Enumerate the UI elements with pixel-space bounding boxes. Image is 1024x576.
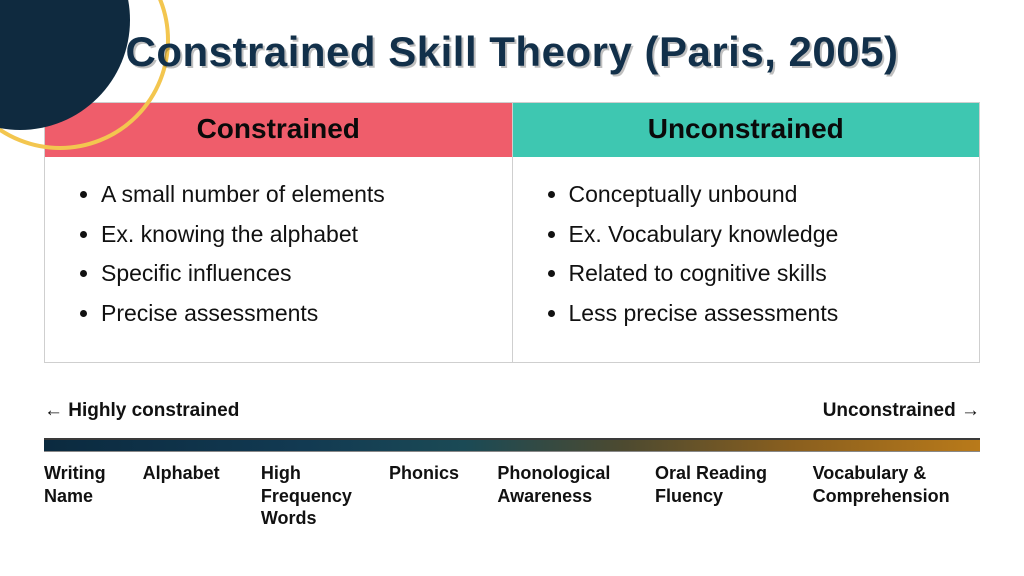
cell-unconstrained: Conceptually unbound Ex. Vocabulary know… <box>513 157 980 362</box>
list-item: Ex. Vocabulary knowledge <box>569 215 962 255</box>
spectrum-labels: ← Highly constrained Unconstrained → <box>44 400 980 422</box>
spectrum-left-label: ← Highly constrained <box>44 400 239 422</box>
list-item: A small number of elements <box>101 175 494 215</box>
list-item: Specific influences <box>101 254 494 294</box>
comparison-table: Constrained Unconstrained A small number… <box>44 102 980 363</box>
skill-label: High Frequency Words <box>261 462 389 530</box>
skill-label: Vocabulary & Comprehension <box>813 462 980 530</box>
skill-label: Alphabet <box>143 462 261 530</box>
header-unconstrained: Unconstrained <box>513 103 980 157</box>
spectrum-right-label: Unconstrained → <box>823 400 980 422</box>
skill-label: Phonological Awareness <box>497 462 655 530</box>
table-header-row: Constrained Unconstrained <box>45 103 979 157</box>
list-item: Less precise assessments <box>569 294 962 334</box>
skill-label: Oral Reading Fluency <box>655 462 813 530</box>
list-item: Precise assessments <box>101 294 494 334</box>
skill-label: Writing Name <box>44 462 143 530</box>
page-title: Constrained Skill Theory (Paris, 2005) <box>0 28 1024 76</box>
list-item: Ex. knowing the alphabet <box>101 215 494 255</box>
spectrum-gradient-bar <box>44 438 980 452</box>
cell-constrained: A small number of elements Ex. knowing t… <box>45 157 513 362</box>
list-item: Related to cognitive skills <box>569 254 962 294</box>
table-body-row: A small number of elements Ex. knowing t… <box>45 157 979 362</box>
skill-label: Phonics <box>389 462 497 530</box>
list-item: Conceptually unbound <box>569 175 962 215</box>
skills-row: Writing Name Alphabet High Frequency Wor… <box>44 462 980 530</box>
